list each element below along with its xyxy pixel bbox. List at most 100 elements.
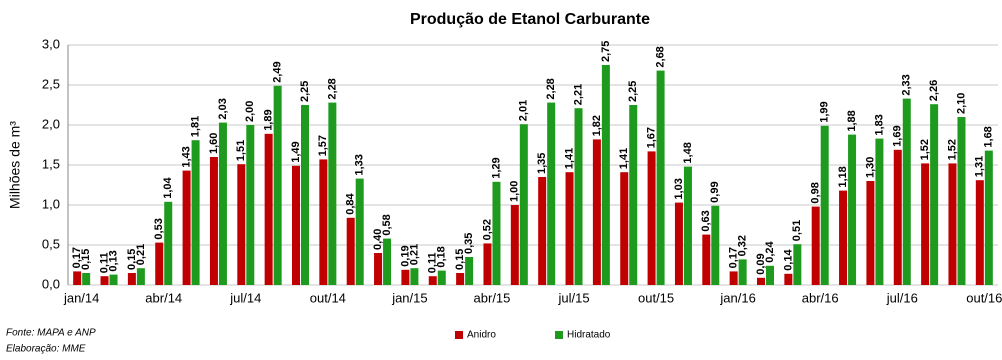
x-tick-label: out/15	[638, 290, 674, 305]
value-label: 0,52	[481, 219, 493, 240]
bar	[647, 151, 656, 285]
bar	[383, 238, 392, 285]
x-tick-label: jul/16	[886, 290, 918, 305]
bar	[793, 244, 802, 285]
value-label: 1,89	[263, 109, 275, 130]
value-label: 0,21	[408, 244, 420, 265]
y-tick-label: 1,5	[42, 156, 60, 171]
x-tick-label: jan/15	[391, 290, 427, 305]
bar	[620, 172, 629, 285]
bar	[592, 139, 601, 285]
bar	[930, 104, 939, 285]
bar	[355, 178, 364, 285]
legend-swatch	[555, 331, 563, 339]
x-tick-label: abr/16	[802, 290, 839, 305]
bar	[921, 163, 930, 285]
bar	[374, 253, 383, 285]
value-label: 2,26	[928, 80, 940, 101]
value-label: 1,49	[290, 141, 302, 162]
bar	[547, 102, 556, 285]
value-label: 1,41	[618, 148, 630, 169]
value-label: 0,51	[791, 220, 803, 241]
value-label: 2,01	[518, 100, 530, 121]
value-label: 1,29	[490, 157, 502, 178]
value-label: 0,21	[135, 244, 147, 265]
bar	[428, 276, 437, 285]
value-label: 1,69	[892, 125, 904, 146]
bar	[519, 124, 528, 285]
bar	[492, 181, 501, 285]
bar	[784, 273, 793, 285]
value-label: 2,33	[901, 74, 913, 95]
value-label: 0,32	[737, 235, 749, 256]
value-label: 1,18	[837, 166, 849, 187]
bar	[328, 102, 337, 285]
value-label: 0,19	[399, 245, 411, 266]
bar	[209, 157, 218, 285]
value-label: 0,18	[436, 246, 448, 267]
bar	[683, 166, 692, 285]
bar	[984, 150, 993, 285]
bar	[839, 190, 848, 285]
bar	[319, 159, 328, 285]
value-label: 2,68	[654, 46, 666, 67]
value-label: 0,17	[71, 247, 83, 268]
bar	[510, 205, 519, 285]
value-label: 1,82	[591, 115, 603, 136]
value-label: 2,10	[955, 93, 967, 114]
y-tick-label: 3,0	[42, 36, 60, 51]
value-label: 0,63	[700, 210, 712, 231]
bar	[273, 85, 282, 285]
bar	[483, 243, 492, 285]
bar	[848, 134, 857, 285]
x-tick-label: out/16	[966, 290, 1002, 305]
bar	[729, 271, 738, 285]
value-label: 1,81	[189, 116, 201, 137]
bar	[164, 201, 173, 285]
value-label: 1,68	[983, 126, 995, 147]
bar	[410, 268, 419, 285]
x-tick-label: jul/14	[229, 290, 261, 305]
bar	[601, 65, 610, 285]
value-label: 0,11	[427, 252, 439, 273]
bar	[109, 274, 118, 285]
bar	[975, 180, 984, 285]
bar	[866, 181, 875, 285]
bar	[100, 276, 109, 285]
bar	[538, 177, 547, 285]
y-tick-label: 1,0	[42, 196, 60, 211]
value-label: 1,99	[819, 101, 831, 122]
x-tick-label: jul/15	[557, 290, 589, 305]
bar	[218, 122, 227, 285]
bar	[875, 138, 884, 285]
bar	[674, 202, 683, 285]
legend-swatch	[455, 331, 463, 339]
legend-label: Hidratado	[567, 330, 611, 341]
value-label: 1,41	[563, 148, 575, 169]
bar	[574, 108, 583, 285]
bar	[264, 133, 273, 285]
value-label: 0,99	[709, 181, 721, 202]
x-tick-label: abr/15	[474, 290, 511, 305]
value-label: 2,00	[244, 101, 256, 122]
value-label: 1,43	[180, 146, 192, 167]
bar	[902, 98, 911, 285]
value-label: 1,03	[673, 178, 685, 199]
value-label: 0,15	[454, 249, 466, 270]
bar	[82, 273, 91, 285]
value-label: 0,53	[153, 218, 165, 239]
value-label: 1,35	[536, 153, 548, 174]
credit-note: Elaboração: MME	[6, 344, 86, 355]
bar	[292, 165, 300, 285]
bar	[702, 234, 711, 285]
bar	[957, 117, 966, 285]
value-label: 1,04	[162, 177, 174, 199]
value-label: 1,60	[208, 133, 220, 154]
value-label: 2,03	[217, 98, 229, 119]
value-label: 0,98	[810, 182, 822, 203]
value-label: 2,75	[600, 41, 612, 62]
value-label: 2,25	[299, 81, 311, 102]
value-label: 0,40	[372, 229, 384, 250]
x-tick-label: abr/14	[145, 290, 182, 305]
